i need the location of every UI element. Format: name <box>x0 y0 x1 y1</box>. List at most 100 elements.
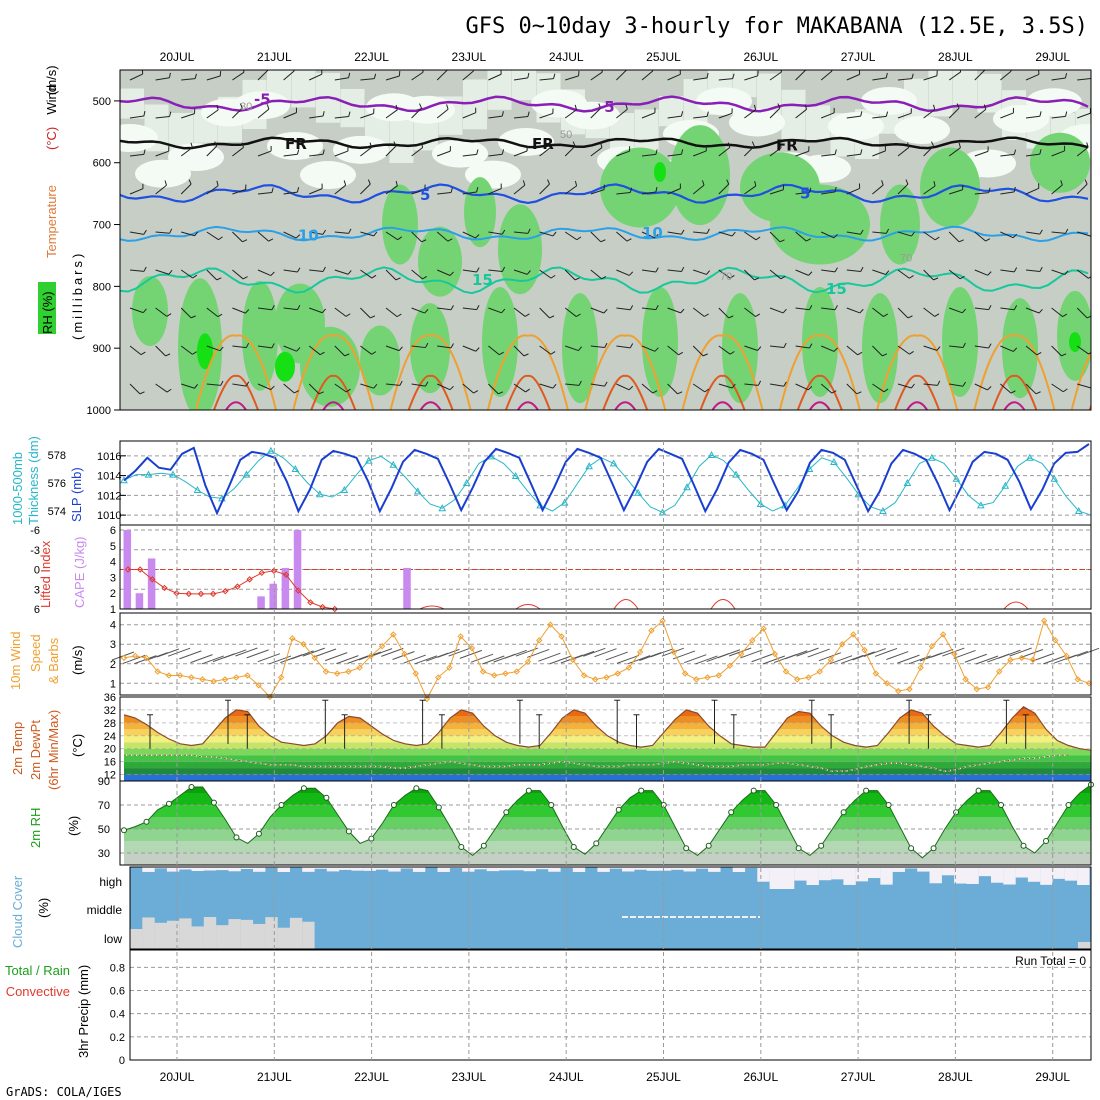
lifted-index-bump <box>613 599 639 610</box>
wind-barb <box>795 108 807 119</box>
wind-barb <box>436 383 451 391</box>
wind-barb <box>1025 345 1038 356</box>
date-label-bottom: 29JUL <box>1035 1070 1070 1084</box>
wind-barb-flag <box>548 142 552 148</box>
temp-band <box>124 755 1091 762</box>
wind-barb <box>718 183 730 195</box>
wind-barb-flag <box>552 383 557 389</box>
cloud-high-gap <box>646 867 659 871</box>
wind-barb-flag <box>777 103 781 109</box>
date-labels-bottom: 20JUL 21JUL 22JUL 23JUL 24JUL 25JUL 26JUL 27JUL… <box>160 1070 1071 1084</box>
surface-wind-barb <box>594 648 617 658</box>
wind-barb <box>769 383 784 387</box>
wind-barb <box>309 115 324 119</box>
wind10-label: 10m Wind <box>8 631 23 690</box>
wind-barb <box>1025 231 1040 235</box>
wind-barb-flag <box>604 381 608 387</box>
wind-barb-flag <box>449 385 454 391</box>
wind-barb <box>641 307 656 311</box>
temp-band <box>124 748 1091 756</box>
pressure-tick-label: 700 <box>93 220 111 232</box>
wind-barb-flag <box>956 103 960 109</box>
rh-marker <box>300 785 307 792</box>
wind-barb-flag <box>732 73 735 79</box>
wind-barb <box>1051 115 1066 119</box>
rh-blob-bright <box>197 333 213 370</box>
wind-barb <box>385 145 397 157</box>
wind-barb <box>744 383 759 386</box>
wind-barb <box>385 383 400 386</box>
thickness-tick-label: 576 <box>48 478 66 490</box>
wind-barb-flag <box>882 353 888 357</box>
thickness-marker <box>536 501 545 509</box>
thickness-tick-label: 574 <box>48 506 66 518</box>
wind-barb-flag <box>782 308 787 314</box>
cloud-high-gap <box>806 867 819 885</box>
cloud-high-gap <box>634 867 647 870</box>
wind-barb <box>795 269 809 276</box>
lifted-index-bump <box>419 605 445 610</box>
rh-legend-label: RH (%) <box>40 291 55 334</box>
wind-barb <box>462 345 476 352</box>
cloud-high-gap <box>929 867 942 884</box>
rh2m-label: 2m RH <box>28 808 43 848</box>
temp-band <box>124 706 1091 710</box>
cloud-high-gap <box>941 867 955 876</box>
wind-barb-flag <box>527 111 530 117</box>
thickness-marker <box>609 459 618 467</box>
wind-barb <box>206 75 221 81</box>
cloud-high-gap <box>302 867 315 872</box>
wind-barb-flag <box>450 343 454 349</box>
wind-barb-flag <box>655 187 658 193</box>
temp-unit: (°C) <box>70 734 85 757</box>
li-tick-label: 6 <box>34 604 40 616</box>
cloud-high-gap <box>708 867 721 872</box>
wind-barb <box>667 188 681 195</box>
wind-barb <box>974 150 989 157</box>
wind-barb <box>641 153 656 157</box>
wind-barb-flag <box>833 347 838 352</box>
isotherm-label: 5 <box>420 186 430 204</box>
cloud-high-gap <box>179 867 192 870</box>
wind-barb <box>308 73 323 81</box>
rh-tick-label: 70 <box>98 800 110 812</box>
wind-barb <box>129 383 141 395</box>
wind-barb-flag <box>348 111 351 117</box>
wind-barb-flag <box>523 353 529 357</box>
temp-band <box>124 722 1091 730</box>
wind-barb <box>257 150 272 157</box>
wind-barb-flag <box>600 142 603 148</box>
wind-barb <box>1000 345 1014 352</box>
date-label-bottom: 22JUL <box>354 1070 389 1084</box>
wind-barb <box>590 307 605 314</box>
wind-barb-flag <box>395 180 398 186</box>
wind-barb-flag <box>729 351 735 355</box>
pressure-tick-label: 1000 <box>87 405 111 417</box>
precip-tick-label: 0 <box>119 1055 125 1067</box>
wind-barb <box>539 183 550 195</box>
wind-barb-flag <box>168 270 173 275</box>
panel-precip: 0 0.2 0.4 0.6 0.8 Run Total = 0 Total / Rain… <box>5 949 1092 1067</box>
wind-barb-flag <box>1036 351 1042 356</box>
wind-barb-flag <box>1012 347 1018 352</box>
rh-marker <box>1043 838 1050 844</box>
wind-barb-flag <box>166 313 172 317</box>
wind-barb <box>206 231 219 241</box>
surface-wind-barb <box>605 651 628 661</box>
wind-barb-flag <box>348 72 351 78</box>
wind-barb-flag <box>241 142 244 148</box>
wind-barb <box>513 345 525 357</box>
precip-axis-label: 3hr Precip (mm) <box>76 965 91 1058</box>
wind-barb <box>1076 269 1089 279</box>
thickness-line <box>123 450 1092 516</box>
wind-barb <box>488 115 503 119</box>
wind-barb <box>462 269 477 273</box>
wind-barb <box>641 269 656 273</box>
surface-wind-barb <box>796 647 819 657</box>
cloud-low-gap <box>166 920 180 949</box>
wind10-marker <box>670 648 678 656</box>
wind-barb <box>462 307 477 311</box>
cloud-high-gap <box>400 867 413 869</box>
rh-contour-label: 70 <box>900 253 912 265</box>
wind-barb-flag <box>958 239 964 243</box>
